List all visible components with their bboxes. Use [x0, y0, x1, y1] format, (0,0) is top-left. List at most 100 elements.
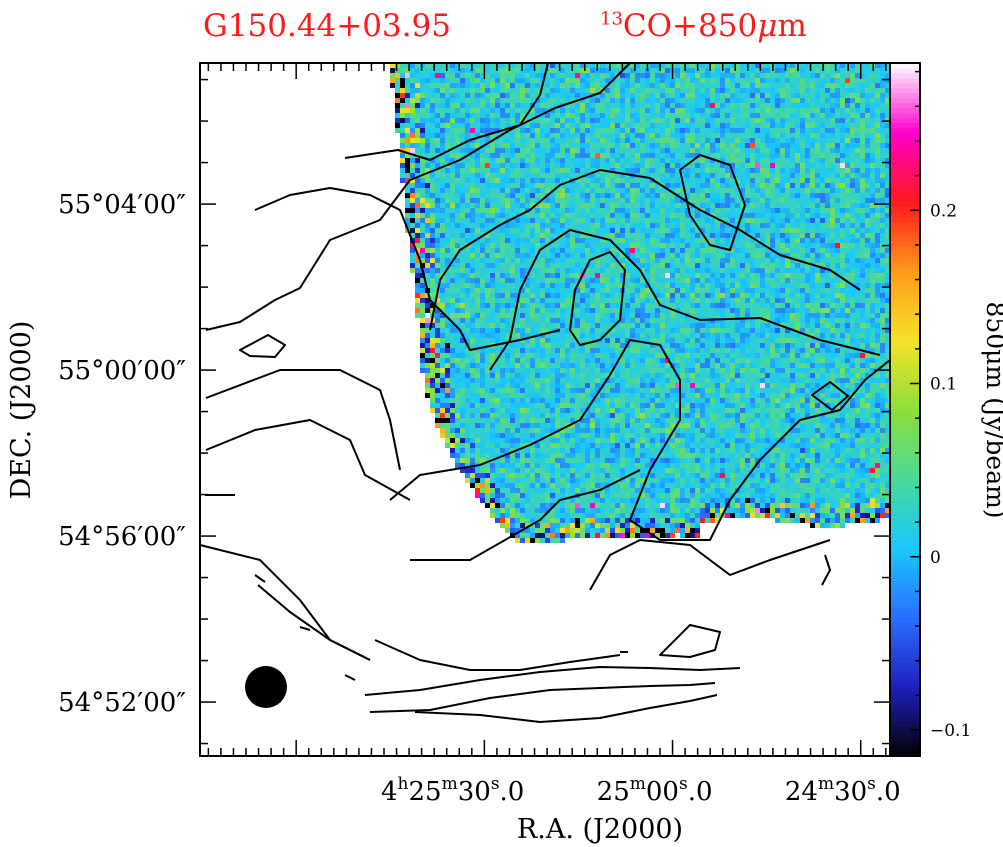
heatmap-pixel — [600, 313, 605, 318]
heatmap-pixel — [470, 218, 475, 223]
heatmap-pixel — [405, 148, 410, 153]
heatmap-pixel — [465, 163, 470, 168]
heatmap-pixel — [615, 303, 620, 308]
heatmap-pixel — [815, 193, 820, 198]
heatmap-pixel — [730, 278, 735, 283]
heatmap-pixel — [730, 158, 735, 163]
heatmap-pixel — [555, 308, 560, 313]
heatmap-pixel — [515, 208, 520, 213]
heatmap-pixel — [845, 213, 850, 218]
heatmap-pixel — [690, 168, 695, 173]
heatmap-pixel — [580, 283, 585, 288]
heatmap-pixel — [430, 208, 435, 213]
heatmap-pixel — [865, 63, 870, 68]
heatmap-pixel — [695, 78, 700, 83]
heatmap-pixel — [725, 188, 730, 193]
heatmap-pixel — [765, 118, 770, 123]
heatmap-pixel — [435, 68, 440, 73]
heatmap-pixel — [480, 83, 485, 88]
heatmap-pixel — [485, 178, 490, 183]
heatmap-pixel — [825, 138, 830, 143]
heatmap-pixel — [755, 143, 760, 148]
heatmap-pixel — [420, 138, 425, 143]
heatmap-pixel — [395, 68, 400, 73]
heatmap-pixel — [440, 68, 445, 73]
heatmap-pixel — [865, 313, 870, 318]
heatmap-pixel — [735, 88, 740, 93]
heatmap-pixel — [655, 218, 660, 223]
heatmap-pixel — [415, 78, 420, 83]
heatmap-pixel — [885, 168, 890, 173]
heatmap-pixel — [805, 83, 810, 88]
heatmap-pixel — [485, 103, 490, 108]
heatmap-pixel — [800, 173, 805, 178]
heatmap-pixel — [875, 263, 880, 268]
heatmap-pixel — [440, 238, 445, 243]
heatmap-pixel — [655, 178, 660, 183]
heatmap-pixel — [640, 113, 645, 118]
heatmap-pixel — [505, 118, 510, 123]
heatmap-pixel — [745, 298, 750, 303]
heatmap-pixel — [395, 83, 400, 88]
heatmap-pixel — [690, 188, 695, 193]
heatmap-pixel — [590, 143, 595, 148]
heatmap-pixel — [505, 248, 510, 253]
heatmap-pixel — [485, 248, 490, 253]
heatmap-pixel — [765, 123, 770, 128]
heatmap-pixel — [595, 278, 600, 283]
heatmap-pixel — [845, 158, 850, 163]
heatmap-pixel — [520, 218, 525, 223]
heatmap-pixel — [555, 233, 560, 238]
heatmap-pixel — [735, 68, 740, 73]
heatmap-pixel — [750, 268, 755, 273]
heatmap-pixel — [580, 298, 585, 303]
heatmap-pixel — [675, 313, 680, 318]
heatmap-pixel — [705, 263, 710, 268]
heatmap-pixel — [560, 128, 565, 133]
heatmap-pixel — [475, 223, 480, 228]
heatmap-pixel — [730, 173, 735, 178]
heatmap-pixel — [530, 118, 535, 123]
heatmap-pixel — [705, 283, 710, 288]
heatmap-pixel — [450, 118, 455, 123]
heatmap-pixel — [410, 168, 415, 173]
heatmap-pixel — [540, 183, 545, 188]
heatmap-pixel — [575, 223, 580, 228]
heatmap-pixel — [665, 138, 670, 143]
heatmap-pixel — [765, 173, 770, 178]
heatmap-pixel — [415, 208, 420, 213]
heatmap-pixel — [470, 253, 475, 258]
heatmap-pixel — [470, 93, 475, 98]
heatmap-pixel — [520, 278, 525, 283]
heatmap-pixel — [430, 303, 435, 308]
heatmap-pixel — [800, 183, 805, 188]
heatmap-pixel — [775, 118, 780, 123]
heatmap-pixel — [590, 138, 595, 143]
heatmap-pixel — [840, 183, 845, 188]
heatmap-pixel — [730, 253, 735, 258]
heatmap-pixel — [765, 268, 770, 273]
heatmap-pixel — [760, 278, 765, 283]
heatmap-pixel — [815, 303, 820, 308]
heatmap-pixel — [430, 298, 435, 303]
heatmap-pixel — [765, 68, 770, 73]
heatmap-pixel — [455, 213, 460, 218]
heatmap-pixel — [445, 238, 450, 243]
heatmap-pixel — [475, 73, 480, 78]
heatmap-pixel — [585, 283, 590, 288]
heatmap-pixel — [665, 243, 670, 248]
heatmap-pixel — [540, 163, 545, 168]
heatmap-pixel — [825, 278, 830, 283]
heatmap-pixel — [570, 283, 575, 288]
heatmap-pixel — [790, 278, 795, 283]
heatmap-pixel — [875, 273, 880, 278]
heatmap-pixel — [725, 308, 730, 313]
heatmap-pixel — [770, 158, 775, 163]
heatmap-pixel — [545, 163, 550, 168]
heatmap-pixel — [680, 138, 685, 143]
heatmap-pixel — [530, 128, 535, 133]
heatmap-pixel — [550, 193, 555, 198]
heatmap-pixel — [780, 163, 785, 168]
heatmap-pixel — [665, 68, 670, 73]
heatmap-pixel — [885, 113, 890, 118]
